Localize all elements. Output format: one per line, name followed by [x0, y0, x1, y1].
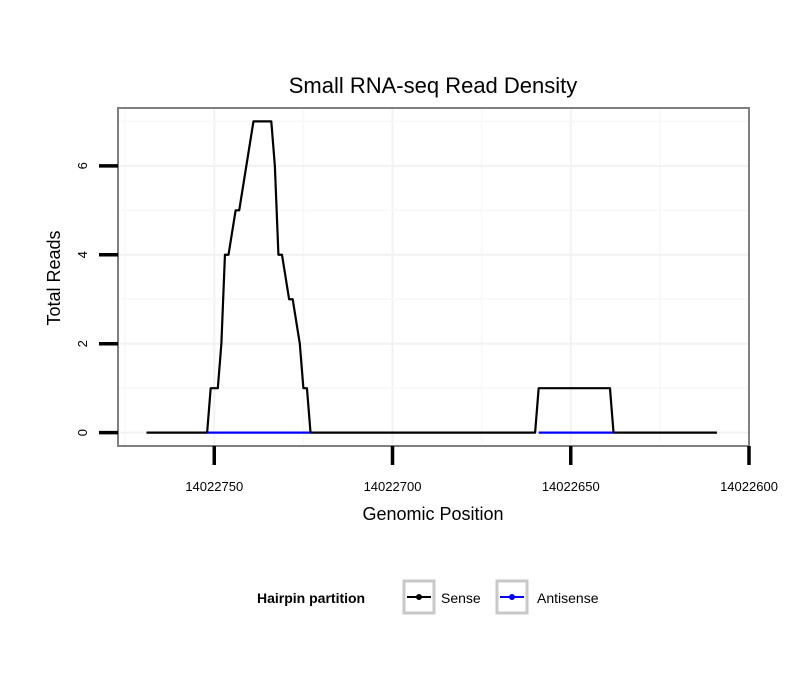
- legend-point-antisense: [509, 594, 515, 600]
- y-axis-title: Total Reads: [44, 230, 64, 325]
- legend-title: Hairpin partition: [257, 590, 365, 606]
- x-axis-title: Genomic Position: [362, 504, 503, 524]
- legend-label-sense: Sense: [441, 590, 481, 606]
- legend-label-antisense: Antisense: [537, 590, 599, 606]
- x-tick-label: 14022600: [720, 479, 778, 494]
- x-tick-label: 14022700: [364, 479, 422, 494]
- y-tick-label: 4: [75, 251, 90, 258]
- x-tick-label: 14022650: [542, 479, 600, 494]
- y-tick-label: 2: [75, 340, 90, 347]
- y-tick-label: 0: [75, 429, 90, 436]
- legend-entry-sense: Sense: [402, 579, 481, 615]
- legend-point-sense: [416, 594, 422, 600]
- series-line-sense: [146, 120, 717, 434]
- x-tick-label: 14022750: [185, 479, 243, 494]
- y-tick-label: 6: [75, 162, 90, 169]
- x-axis: 14022750 14022700 14022650 14022600: [185, 446, 778, 494]
- plot-border: [117, 107, 750, 447]
- y-axis: 0 2 4 6: [75, 162, 118, 436]
- chart-title: Small RNA-seq Read Density: [289, 73, 578, 98]
- legend-entry-antisense: Antisense: [495, 579, 599, 615]
- legend: Hairpin partition Sense Antisense: [257, 579, 599, 615]
- plot-panel: [118, 108, 749, 446]
- series-layer: [146, 120, 717, 434]
